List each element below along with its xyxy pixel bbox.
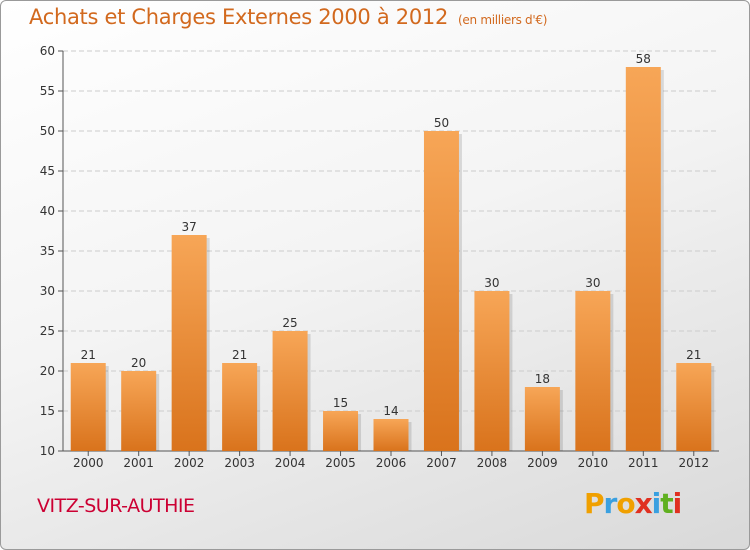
- bar-2002: [171, 235, 207, 451]
- data-label-2007: 50: [434, 116, 449, 130]
- bar-2004: [272, 331, 308, 451]
- bar-2006: [373, 419, 409, 451]
- y-tick-label-60: 60: [40, 44, 55, 58]
- place-name: VITZ-SUR-AUTHIE: [37, 495, 195, 517]
- y-tick-label-45: 45: [40, 164, 55, 178]
- y-tick-label-10: 10: [40, 444, 55, 458]
- y-tick-label-35: 35: [40, 244, 55, 258]
- logo-letter: r: [603, 487, 618, 520]
- grid-lines: [63, 50, 719, 452]
- x-tick-label-2012: 2012: [678, 456, 709, 470]
- x-tick-label-2001: 2001: [123, 456, 154, 470]
- x-tick-label-2003: 2003: [224, 456, 255, 470]
- y-tick-label-50: 50: [40, 124, 55, 138]
- bar-2007: [423, 131, 459, 451]
- x-tick-label-2011: 2011: [628, 456, 659, 470]
- bars: [70, 67, 715, 451]
- x-tick-label-2005: 2005: [325, 456, 356, 470]
- logo-letter: P: [584, 487, 605, 520]
- chart-title: Achats et Charges Externes 2000 à 2012 (e…: [29, 5, 547, 29]
- data-label-2012: 21: [686, 348, 701, 362]
- data-label-2000: 21: [81, 348, 96, 362]
- data-label-2009: 18: [535, 372, 550, 386]
- bar-2011: [625, 67, 661, 451]
- logo-letter: t: [660, 487, 673, 520]
- y-tick-label-55: 55: [40, 84, 55, 98]
- labels: 10 15 20 25 30 35 40 45 50 55 60 2000 21 2001 20 2002 37…: [40, 44, 709, 470]
- data-label-2004: 25: [282, 316, 297, 330]
- data-label-2008: 30: [484, 276, 499, 290]
- proxiti-logo: Proxiti: [584, 487, 683, 520]
- logo-letter: i: [672, 487, 683, 520]
- logo-letter: x: [634, 487, 653, 520]
- y-tick-label-40: 40: [40, 204, 55, 218]
- bar-2009: [524, 387, 560, 451]
- bar-2005: [323, 411, 359, 451]
- bar-2008: [474, 291, 510, 451]
- y-tick-label-20: 20: [40, 364, 55, 378]
- logo-letter: o: [616, 487, 635, 520]
- bar-2012: [676, 363, 712, 451]
- y-tick-label-30: 30: [40, 284, 55, 298]
- x-tick-label-2007: 2007: [426, 456, 457, 470]
- x-tick-label-2009: 2009: [527, 456, 558, 470]
- y-tick-label-25: 25: [40, 324, 55, 338]
- x-tick-label-2000: 2000: [73, 456, 104, 470]
- data-label-2006: 14: [383, 404, 398, 418]
- logo-letter: i: [651, 487, 662, 520]
- data-label-2001: 20: [131, 356, 146, 370]
- y-tick-label-15: 15: [40, 404, 55, 418]
- x-tick-label-2002: 2002: [174, 456, 205, 470]
- x-tick-label-2008: 2008: [477, 456, 508, 470]
- data-label-2010: 30: [585, 276, 600, 290]
- bar-2003: [222, 363, 258, 451]
- chart-subtitle: (en milliers d'€): [458, 13, 548, 27]
- x-tick-label-2010: 2010: [578, 456, 609, 470]
- x-tick-label-2006: 2006: [376, 456, 407, 470]
- data-label-2005: 15: [333, 396, 348, 410]
- bar-2010: [575, 291, 611, 451]
- data-label-2011: 58: [636, 52, 651, 66]
- bar-2000: [70, 363, 106, 451]
- data-label-2002: 37: [182, 220, 197, 234]
- data-label-2003: 21: [232, 348, 247, 362]
- chart-title-text: Achats et Charges Externes 2000 à 2012: [29, 5, 449, 29]
- bar-2001: [121, 371, 157, 451]
- x-tick-label-2004: 2004: [275, 456, 306, 470]
